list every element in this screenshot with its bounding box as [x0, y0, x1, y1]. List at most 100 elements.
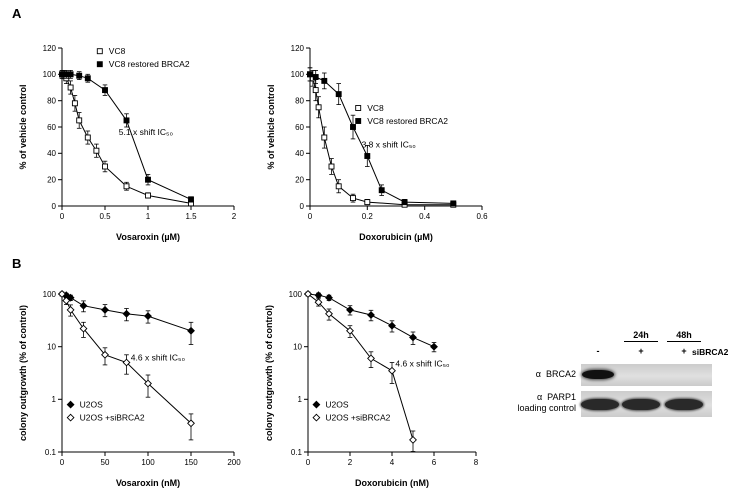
marker-u2os [325, 293, 333, 302]
y-tick-label: 0.1 [45, 448, 57, 457]
marker-u2os-sibrca2 [187, 419, 195, 428]
y-tick-label: 100 [291, 70, 305, 79]
y-tick-label: 10 [47, 343, 56, 352]
legend-label-u2os-sibrca2: U2OS +siBRCA2 [80, 413, 145, 423]
marker-vc8-restored-brca2 [378, 187, 385, 194]
marker-vc8 [84, 134, 91, 141]
loading-control-note: loading control [517, 403, 576, 413]
parp1-label-line: α PARP1 [496, 392, 576, 403]
y-axis-label: colony outgrowth (% of control) [264, 305, 274, 441]
y-tick-label: 10 [293, 343, 302, 352]
x-tick-label: 50 [101, 458, 110, 467]
alpha-symbol: α [536, 392, 543, 402]
marker-vc8-restored-brca2 [145, 176, 151, 183]
x-tick-label: 6 [432, 458, 437, 467]
y-tick-label: 0 [52, 202, 57, 211]
marker-vc8-restored-brca2 [401, 199, 408, 206]
y-axis-label: % of vehicle control [266, 84, 276, 169]
x-tick-label: 150 [184, 458, 198, 467]
marker-u2os [314, 291, 323, 300]
x-tick-label: 1.5 [185, 212, 197, 221]
marker-vc8 [145, 192, 151, 199]
marker-u2os-sibrca2 [66, 305, 75, 314]
marker-u2os [409, 333, 417, 342]
x-tick-label: 0 [60, 458, 65, 467]
marker-u2os-sibrca2 [325, 309, 333, 318]
marker-u2os-sibrca2 [314, 298, 323, 307]
western-blot: 24h 48h - + + siBRCA2 α BRCA2 α PARP1 load… [496, 320, 728, 455]
marker-u2os [346, 305, 354, 314]
lane-sign-plus-24h: + [638, 346, 644, 356]
marker-u2os-sibrca2 [144, 379, 152, 388]
y-tick-label: 120 [43, 44, 57, 53]
panel-label-a: A [12, 6, 22, 21]
legend-marker-u2os-sibrca2 [66, 413, 75, 422]
antibody-label-parp1: α PARP1 loading control [496, 392, 576, 414]
marker-vc8 [321, 134, 328, 141]
marker-vc8 [123, 183, 130, 190]
x-tick-label: 0 [308, 212, 313, 221]
chart-doxorubicin-vc8: 0 20 40 60 80 100 120 0 0.2 0.4 0.6 Doxorubicin (µM… [266, 44, 488, 242]
y-tick-label: 40 [295, 149, 304, 158]
x-tick-label: 1 [146, 212, 151, 221]
marker-vc8-restored-brca2 [67, 71, 74, 78]
blot-band [665, 399, 703, 410]
chart-vosaroxin-vc8: 0 20 40 60 80 100 120 0 0.5 1 1.5 2 Vosaroxin (µM) % … [18, 44, 237, 242]
blot-band [581, 399, 619, 410]
marker-vc8-restored-brca2 [350, 124, 356, 130]
y-tick-label: 60 [295, 123, 304, 132]
legend-label-vc8-restored-brca2: VC8 restored BRCA2 [367, 116, 448, 126]
blot-strip-brca2 [581, 364, 712, 386]
y-tick-label: 100 [289, 290, 303, 299]
x-axis-label: Doxorubicin (nM) [355, 478, 429, 488]
legend-marker-u2os-sibrca2 [312, 413, 321, 422]
x-tick-label: 0 [306, 458, 311, 467]
parp1-target-label: PARP1 [547, 392, 576, 402]
marker-vc8 [364, 199, 371, 206]
blot-band [622, 399, 660, 410]
chart-vosaroxin-u2os: 0.1 1 10 100 0 50 100 150 200 Vosaroxin (nM) colon… [18, 290, 241, 488]
marker-u2os-sibrca2 [122, 358, 131, 367]
marker-u2os [101, 305, 109, 314]
marker-u2os-sibrca2 [304, 290, 312, 298]
shift-annotation: 5.1 x shift IC₅₀ [119, 127, 174, 137]
marker-u2os [187, 326, 195, 335]
legend-marker-vc8-restored-brca2 [355, 118, 362, 124]
timepoint-24h-label: 24h [624, 330, 658, 342]
y-tick-label: 20 [47, 176, 56, 185]
marker-u2os-sibrca2 [388, 366, 396, 375]
marker-u2os [122, 309, 131, 318]
marker-u2os [430, 342, 438, 351]
lane-sign-plus-48h: + [681, 346, 687, 356]
x-tick-label: 2 [348, 458, 353, 467]
y-tick-label: 120 [291, 44, 305, 53]
shift-annotation: 4.6 x shift IC₅₀ [131, 352, 186, 362]
y-tick-label: 0 [300, 202, 305, 211]
marker-vc8-restored-brca2 [188, 196, 194, 203]
y-tick-label: 1 [298, 395, 303, 404]
x-tick-label: 200 [227, 458, 241, 467]
marker-vc8-restored-brca2 [312, 74, 319, 80]
marker-vc8-restored-brca2 [102, 87, 108, 94]
timepoint-48h-label: 48h [667, 330, 701, 342]
y-tick-label: 60 [47, 123, 56, 132]
x-tick-label: 100 [141, 458, 155, 467]
chart-doxorubicin-u2os: 0.1 1 10 100 0 2 4 6 8 Doxorubicin (nM) colony out… [264, 290, 479, 488]
y-tick-label: 80 [47, 97, 56, 106]
marker-vc8-restored-brca2 [450, 200, 457, 207]
marker-u2os [388, 321, 396, 330]
x-tick-label: 8 [474, 458, 479, 467]
x-tick-label: 0.4 [419, 212, 431, 221]
shift-annotation: 4.6 x shift IC₅₀ [395, 359, 450, 369]
legend-label-u2os-sibrca2: U2OS +siBRCA2 [325, 413, 390, 423]
marker-vc8-restored-brca2 [307, 71, 313, 78]
marker-vc8 [67, 84, 74, 91]
legend-marker-vc8 [96, 48, 103, 55]
y-tick-label: 1 [52, 395, 57, 404]
blot-strip-parp1 [581, 391, 712, 417]
marker-u2os-sibrca2 [101, 350, 109, 359]
y-tick-label: 100 [43, 290, 57, 299]
x-axis-label: Vosaroxin (µM) [116, 232, 180, 242]
y-axis-label: % of vehicle control [18, 84, 28, 169]
antibody-label-brca2: α BRCA2 [496, 369, 576, 379]
